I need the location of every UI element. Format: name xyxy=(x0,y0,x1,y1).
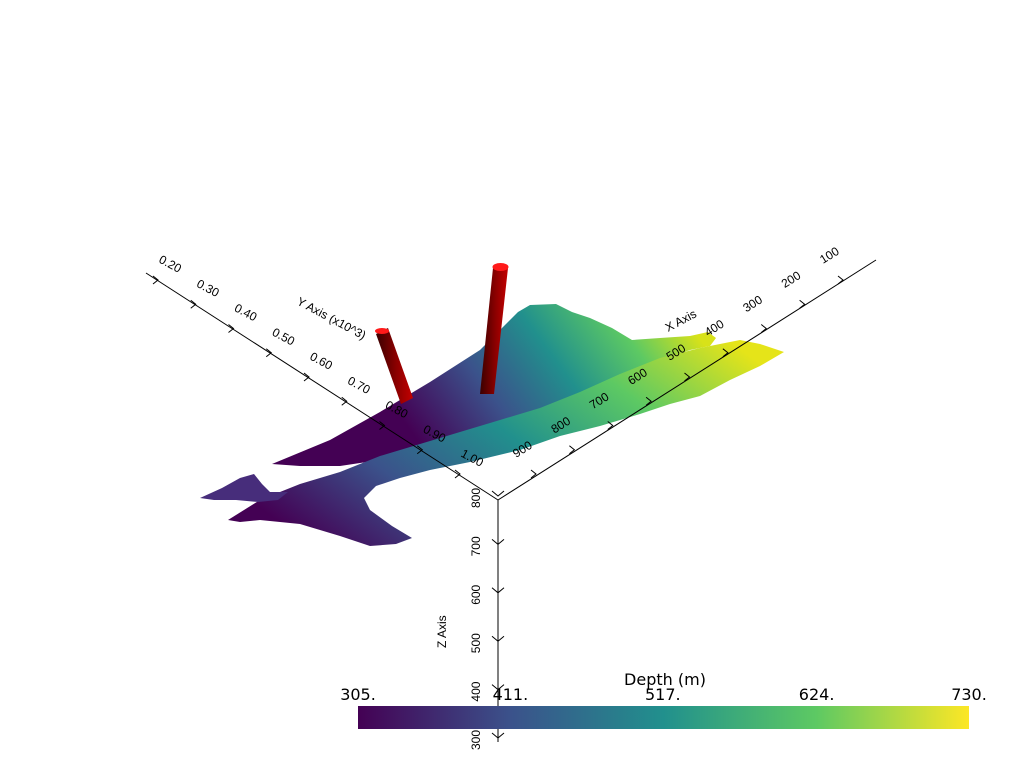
x-axis-tick xyxy=(569,445,576,455)
z-axis-tick-label: 800 xyxy=(469,488,483,508)
x-axis-title: X Axis xyxy=(663,307,699,335)
y-axis-tick xyxy=(303,372,310,382)
wells xyxy=(375,263,509,404)
colorbar-label: 730. xyxy=(951,685,987,704)
axes xyxy=(145,259,877,742)
colorbar-label: 624. xyxy=(799,685,835,704)
z-axis-tick xyxy=(491,732,505,739)
y-axis-tick xyxy=(416,445,424,455)
y-axis-tick xyxy=(341,396,348,406)
x-axis-tick-label: 300 xyxy=(740,292,765,315)
z-axis-tick xyxy=(491,490,505,497)
colorbar-title: Depth (m) xyxy=(624,670,706,689)
x-axis-line xyxy=(497,259,877,501)
z-axis-tick-label: 700 xyxy=(469,536,483,556)
y-axis-title: Y Axis (x10^3) xyxy=(295,294,369,342)
colorbar-label: 411. xyxy=(493,685,529,704)
well-1 xyxy=(375,328,413,404)
z-axis-tick-label: 500 xyxy=(469,633,483,653)
x-axis-tick xyxy=(607,421,614,430)
x-axis-tick xyxy=(837,275,844,285)
y-axis-tick xyxy=(379,421,386,430)
z-axis-title: Z Axis xyxy=(435,615,449,648)
y-axis-tick xyxy=(265,348,273,358)
x-axis-tick xyxy=(530,469,537,479)
y-axis-tick-label: 0.20 xyxy=(157,252,184,275)
colorbar-labels: 305. 411. 517. 624. 730. xyxy=(340,685,987,704)
x-axis-tick xyxy=(799,299,806,309)
z-axis-tick-label: 300 xyxy=(469,730,483,750)
y-axis-tick xyxy=(190,299,197,309)
x-axis-tick xyxy=(760,324,768,333)
well-2 xyxy=(480,263,509,394)
surface-fragment xyxy=(200,474,288,502)
y-axis-tick-label: 0.30 xyxy=(194,277,221,300)
y-axis-tick xyxy=(454,469,461,479)
y-axis-tick xyxy=(228,324,235,333)
colorbar-gradient xyxy=(358,706,969,729)
z-axis-tick-label: 600 xyxy=(469,584,483,604)
y-axis-tick-label: 0.40 xyxy=(232,301,259,324)
y-axis-tick xyxy=(152,275,159,285)
colorbar[interactable]: Depth (m) 305. 411. 517. 624. 730. xyxy=(340,670,987,729)
axis-ticks xyxy=(152,275,844,739)
x-axis-tick xyxy=(645,396,652,406)
x-axis-tick xyxy=(684,372,691,382)
lower-depth-surface xyxy=(228,340,784,546)
y-axis-line xyxy=(145,272,499,501)
z-axis-tick xyxy=(491,539,505,546)
y-axis-tick-label: 0.70 xyxy=(345,374,372,397)
y-axis-tick-label: 0.50 xyxy=(270,325,297,348)
z-axis-tick xyxy=(491,635,505,642)
colorbar-label: 517. xyxy=(645,685,681,704)
z-axis-tick xyxy=(491,587,505,594)
x-axis-tick-label: 100 xyxy=(817,244,842,267)
z-axis-tick xyxy=(491,684,505,691)
x-axis-tick-label: 200 xyxy=(779,268,804,291)
y-axis-tick-label: 0.60 xyxy=(308,349,335,372)
z-axis-tick-label: 400 xyxy=(469,681,483,701)
colorbar-label: 305. xyxy=(340,685,376,704)
x-axis-tick xyxy=(722,348,729,358)
